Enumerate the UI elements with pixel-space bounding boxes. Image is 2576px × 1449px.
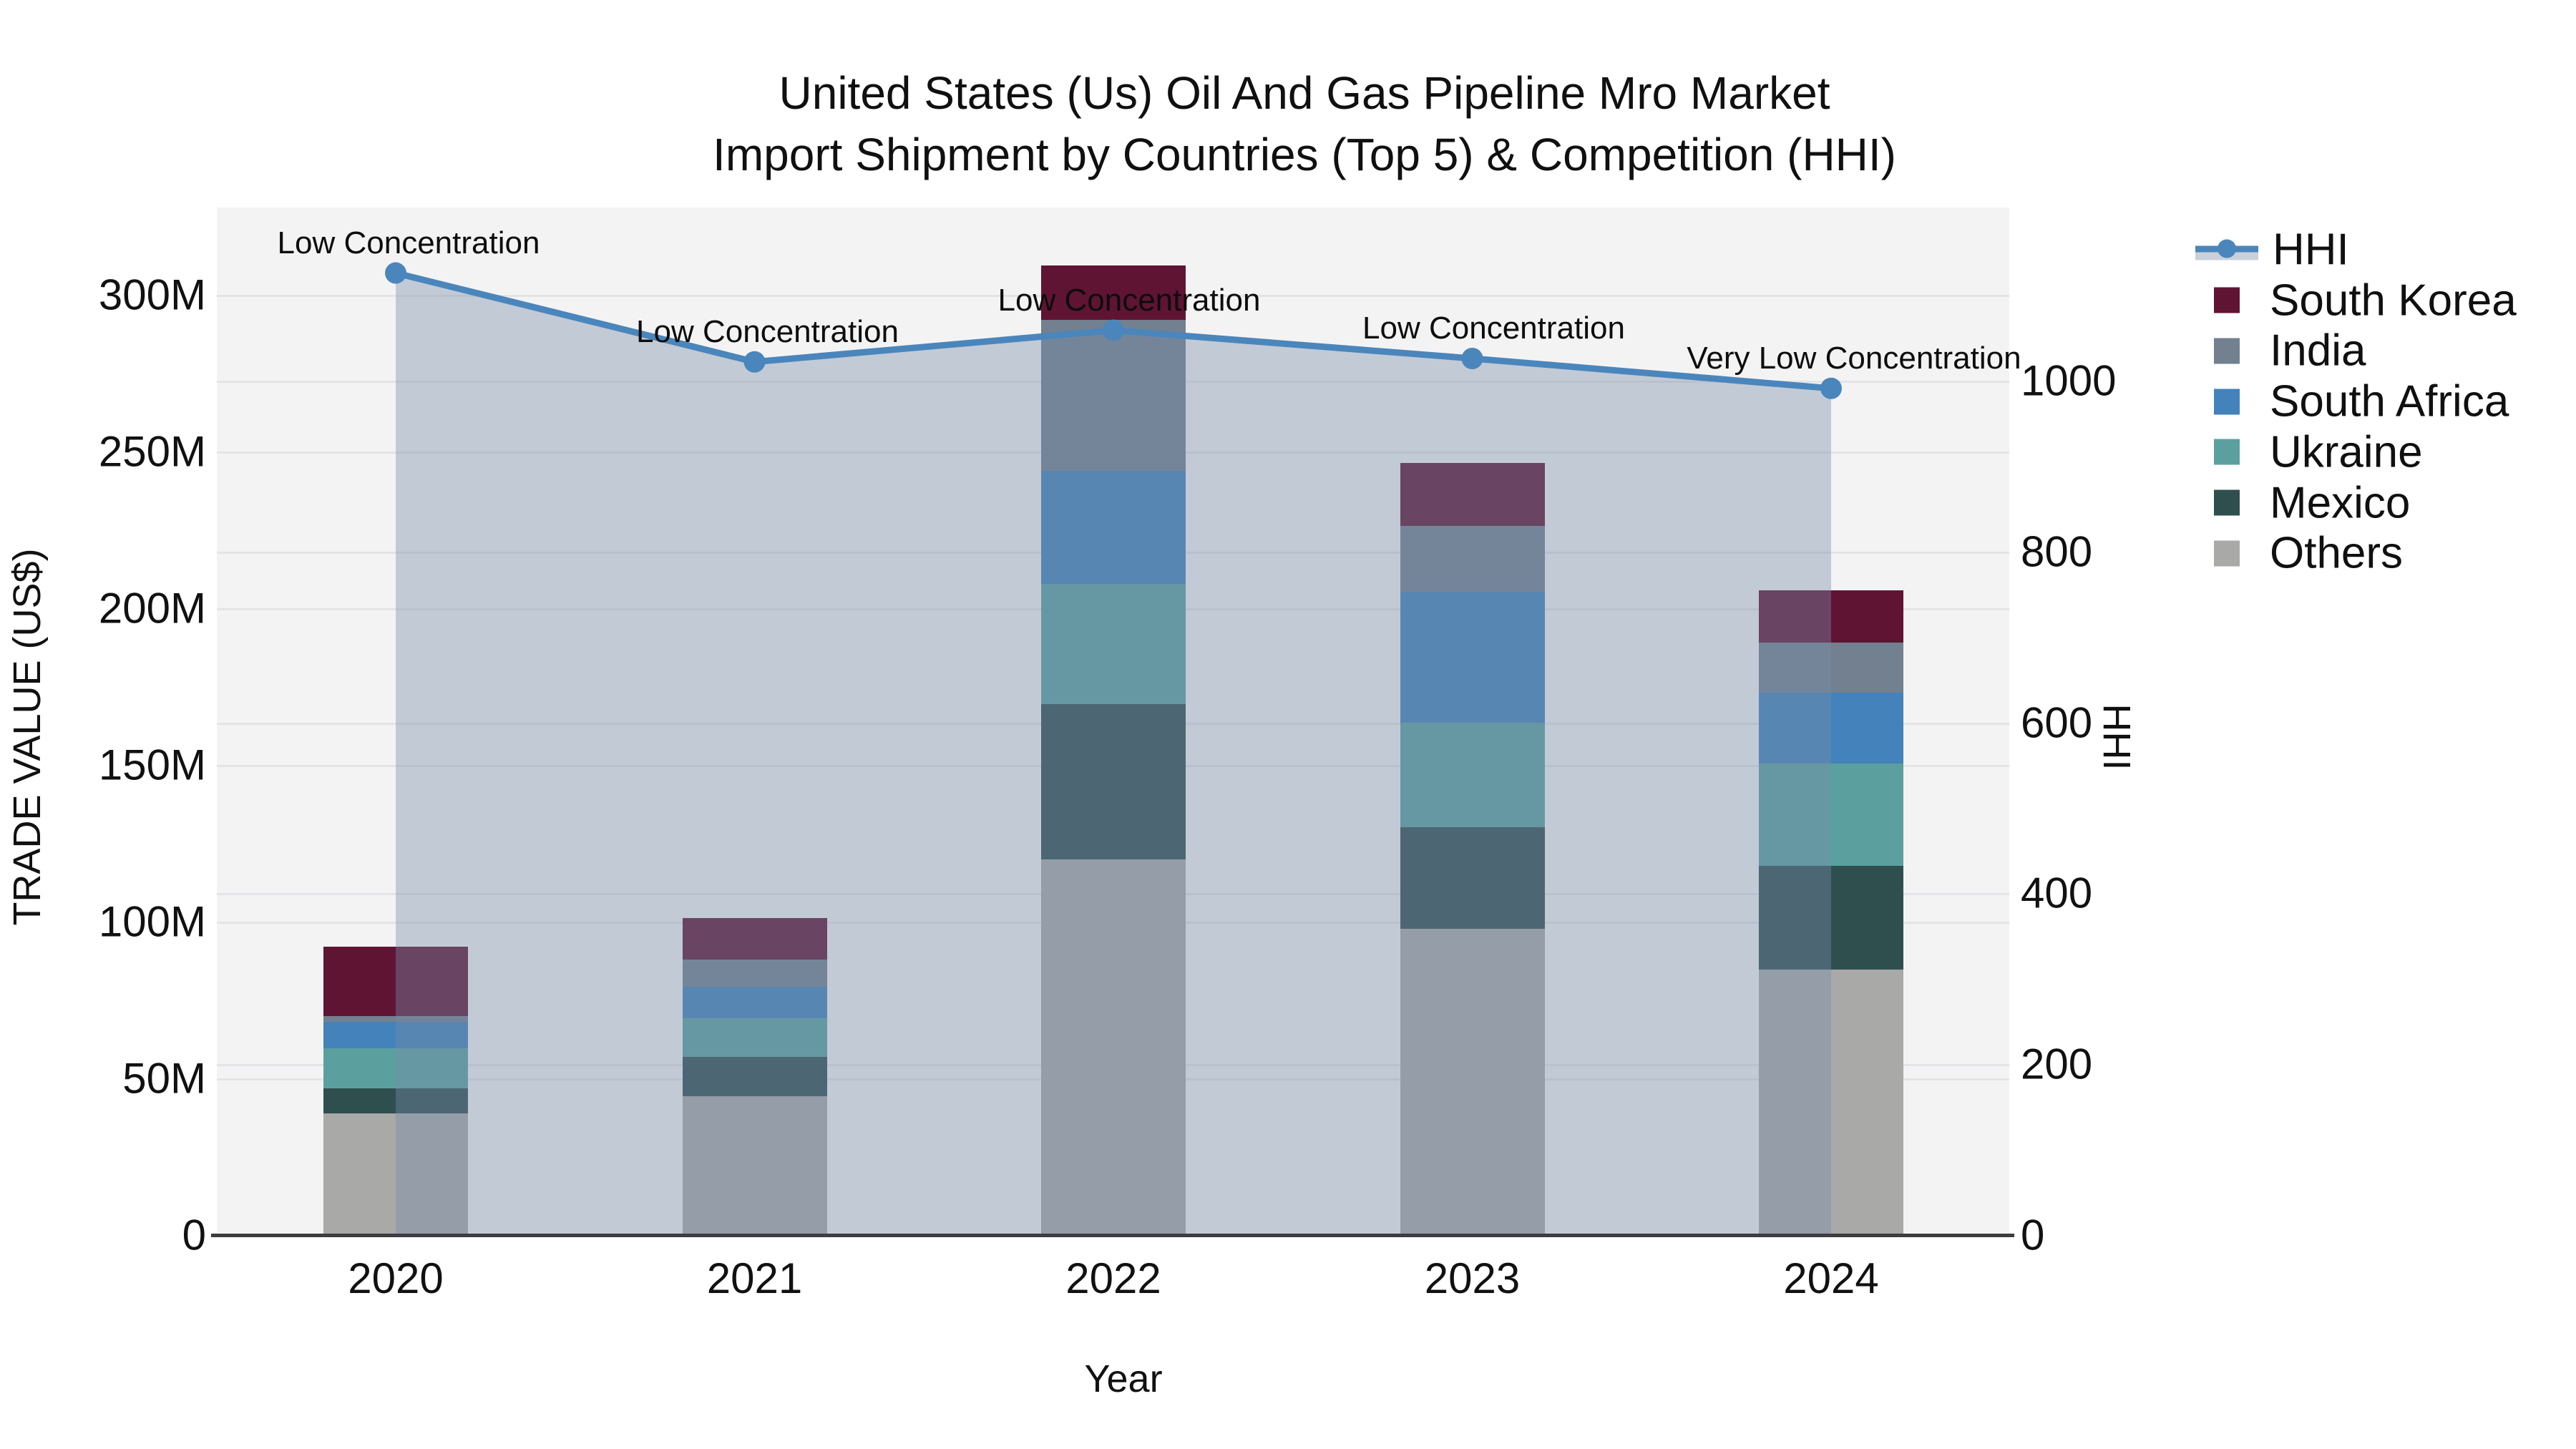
legend-label: HHI	[2273, 225, 2349, 275]
legend-swatch-mexico	[2214, 489, 2240, 516]
y-tick-left-300M: 300M	[98, 270, 206, 319]
legend-swatch-india	[2214, 338, 2240, 364]
bar-segment-others-2020[interactable]	[323, 1113, 468, 1235]
plot-area[interactable]: Low Concentration Low Concentration Low Co…	[217, 208, 2021, 1235]
bar-segment-india-2021[interactable]	[682, 959, 827, 987]
x-axis-line	[211, 1234, 2014, 1237]
bar-segment-south-africa-2021[interactable]	[682, 987, 827, 1018]
bar-segment-south-africa-2024[interactable]	[1759, 692, 1903, 763]
legend-swatch-others	[2214, 540, 2240, 567]
legend-label: India	[2270, 326, 2366, 376]
hhi-point-2024[interactable]	[1820, 377, 1842, 399]
x-axis-label: Year	[1084, 1357, 1163, 1400]
legend-item-hhi[interactable]: HHI	[2195, 225, 2349, 275]
bar-segment-south-korea-2022[interactable]	[1041, 265, 1186, 321]
hhi-line-icon	[2195, 237, 2258, 263]
bar-segment-mexico-2020[interactable]	[323, 1088, 468, 1114]
annotation-2022: Low Concentration	[997, 282, 1261, 318]
y-tick-right-1000: 1000	[2021, 356, 2117, 405]
bar-segment-mexico-2022[interactable]	[1041, 704, 1186, 859]
bar-segment-ukraine-2023[interactable]	[1400, 722, 1545, 828]
annotation-2024: Very Low Concentration	[1687, 340, 2021, 376]
legend-item-mexico[interactable]: Mexico	[2195, 477, 2410, 528]
chart-title-line-1: United States (Us) Oil And Gas Pipeline …	[779, 67, 1830, 119]
x-tick-2023: 2023	[1424, 1254, 1521, 1302]
bar-segment-south-korea-2020[interactable]	[323, 947, 468, 1016]
hhi-point-2022[interactable]	[1103, 319, 1124, 341]
y-tick-left-100M: 100M	[98, 897, 206, 946]
bar-segment-ukraine-2021[interactable]	[682, 1018, 827, 1057]
bar-segment-others-2023[interactable]	[1400, 929, 1545, 1235]
legend-item-others[interactable]: Others	[2195, 528, 2403, 579]
y-tick-left-150M: 150M	[98, 741, 206, 789]
bar-segment-others-2022[interactable]	[1041, 859, 1186, 1235]
bar-segment-ukraine-2022[interactable]	[1041, 583, 1186, 705]
bar-segment-mexico-2023[interactable]	[1400, 827, 1545, 930]
legend-swatch-south-africa	[2214, 389, 2240, 415]
bar-segment-others-2021[interactable]	[682, 1096, 827, 1235]
bar-segment-india-2022[interactable]	[1041, 320, 1186, 472]
y-axis-left-label: TRADE VALUE (US$)	[6, 548, 49, 926]
y-tick-right-800: 800	[2021, 527, 2093, 576]
y-tick-left-250M: 250M	[98, 427, 206, 476]
x-tick-2021: 2021	[706, 1254, 803, 1302]
legend-label: South Africa	[2270, 376, 2509, 426]
bar-segment-others-2024[interactable]	[1759, 970, 1903, 1235]
y-tick-left-50M: 50M	[122, 1054, 206, 1103]
y-axis-right-label: HHI	[2095, 703, 2138, 771]
annotation-2020: Low Concentration	[277, 225, 540, 260]
chart-title-line-2: Import Shipment by Countries (Top 5) & C…	[713, 129, 1896, 180]
bar-segment-south-korea-2024[interactable]	[1759, 590, 1903, 643]
bar-segment-ukraine-2024[interactable]	[1759, 763, 1903, 867]
hhi-point-2021[interactable]	[743, 351, 766, 373]
y-tick-right-600: 600	[2021, 698, 2093, 747]
x-tick-2024: 2024	[1783, 1254, 1879, 1302]
legend-item-south-africa[interactable]: South Africa	[2195, 376, 2509, 427]
hhi-point-2023[interactable]	[1461, 347, 1483, 369]
y-tick-right-0: 0	[2021, 1211, 2045, 1259]
legend-swatch-south-korea	[2214, 287, 2240, 313]
bar-segment-mexico-2024[interactable]	[1759, 866, 1903, 970]
bar-segment-india-2020[interactable]	[323, 1015, 468, 1023]
legend-item-india[interactable]: India	[2195, 326, 2366, 376]
bar-segment-ukraine-2020[interactable]	[323, 1048, 468, 1088]
legend-label: Mexico	[2270, 478, 2411, 527]
bar-segment-india-2023[interactable]	[1400, 525, 1545, 592]
legend-label: South Korea	[2270, 275, 2517, 326]
legend-item-ukraine[interactable]: Ukraine	[2195, 426, 2423, 477]
legend-swatch-ukraine	[2214, 439, 2240, 465]
bar-segment-mexico-2021[interactable]	[682, 1056, 827, 1096]
bar-segment-south-africa-2023[interactable]	[1400, 591, 1545, 723]
bar-segment-south-korea-2021[interactable]	[682, 918, 827, 960]
legend-item-south-korea[interactable]: South Korea	[2195, 275, 2517, 326]
bar-segment-south-korea-2023[interactable]	[1400, 463, 1545, 526]
legend-label: Others	[2270, 528, 2404, 578]
hhi-point-2020[interactable]	[385, 262, 406, 284]
y-tick-right-400: 400	[2021, 869, 2093, 917]
hhi-area	[396, 273, 1831, 1235]
bar-segment-south-africa-2022[interactable]	[1041, 471, 1186, 584]
y-tick-left-200M: 200M	[98, 584, 206, 633]
annotation-2021: Low Concentration	[636, 313, 899, 349]
bar-segment-india-2024[interactable]	[1759, 643, 1903, 693]
bar-segment-south-africa-2020[interactable]	[323, 1022, 468, 1048]
annotation-2023: Low Concentration	[1362, 310, 1625, 346]
legend-label: Ukraine	[2270, 427, 2423, 477]
y-tick-right-200: 200	[2021, 1040, 2093, 1088]
y-tick-left-0: 0	[182, 1211, 206, 1259]
x-tick-2020: 2020	[348, 1254, 444, 1302]
x-tick-2022: 2022	[1065, 1254, 1161, 1302]
